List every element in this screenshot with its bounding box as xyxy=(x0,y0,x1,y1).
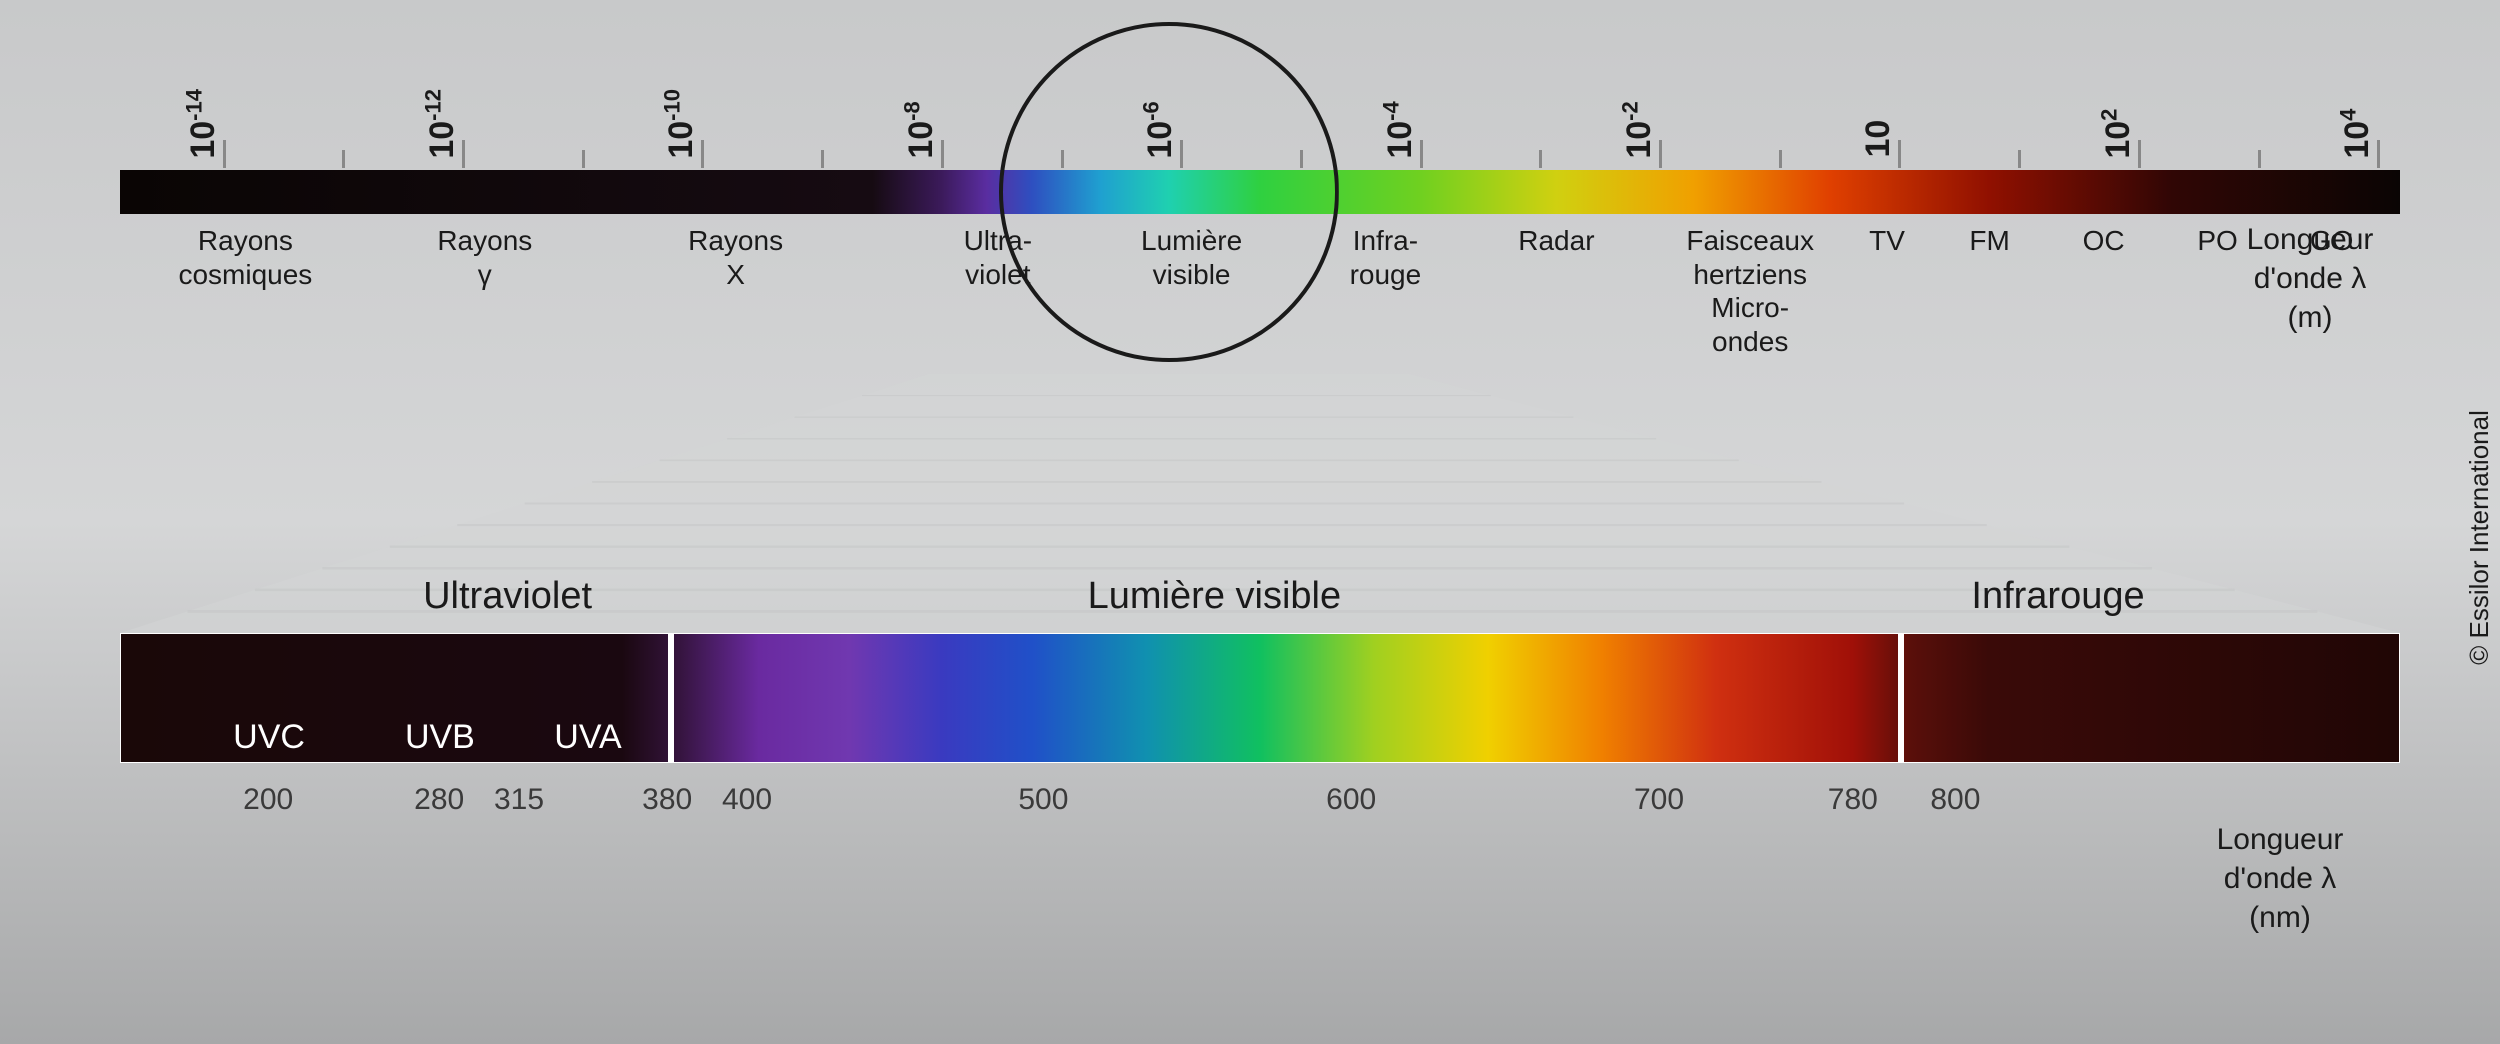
tick-major xyxy=(2138,140,2141,168)
nm-tick-label: 780 xyxy=(1828,783,1878,817)
section-label: Infrarouge xyxy=(1971,575,2144,618)
tick-major xyxy=(223,140,226,168)
section-label: Ultraviolet xyxy=(423,575,592,618)
tick-minor xyxy=(1779,150,1782,168)
tick-major xyxy=(2377,140,2380,168)
band-label: Radar xyxy=(1518,224,1594,258)
section-label: Lumière visible xyxy=(1088,575,1341,618)
visible-light-circle xyxy=(999,22,1339,362)
tick-major xyxy=(1898,140,1901,168)
nm-tick-label: 200 xyxy=(243,783,293,817)
diagram-frame: 10-1410-1210-1010-810-610-410-210102104 … xyxy=(30,20,2430,1024)
tick-major xyxy=(462,140,465,168)
nm-tick-label: 600 xyxy=(1326,783,1376,817)
nm-tick-label: 315 xyxy=(494,783,544,817)
nm-tick-label: 800 xyxy=(1930,783,1980,817)
band-label: Rayonsγ xyxy=(437,224,532,291)
section-labels-row: Ultraviolet Lumière visible Infrarouge xyxy=(120,575,2400,625)
tick-major xyxy=(941,140,944,168)
tick-major xyxy=(1659,140,1662,168)
nm-tick-label: 400 xyxy=(722,783,772,817)
axis-title-top-line1: Longueurd'onde λ(m) xyxy=(2247,223,2374,334)
band-label: Rayonscosmiques xyxy=(178,224,312,291)
tick-minor xyxy=(2018,150,2021,168)
spectrum-divider xyxy=(668,634,674,762)
tick-minor xyxy=(821,150,824,168)
uv-label: UVA xyxy=(554,718,621,757)
tick-minor xyxy=(1539,150,1542,168)
band-label: RayonsX xyxy=(688,224,783,291)
nm-tick-label: 500 xyxy=(1018,783,1068,817)
band-label: TV xyxy=(1869,224,1905,258)
axis-title-top: Longueurd'onde λ(m) xyxy=(2190,220,2430,337)
nm-tick-label: 280 xyxy=(414,783,464,817)
bottom-spectrum-bar: UVC UVB UVA xyxy=(120,633,2400,763)
band-label: Infra-rouge xyxy=(1350,224,1422,291)
tick-major xyxy=(1420,140,1423,168)
bottom-spectrum: Ultraviolet Lumière visible Infrarouge UVC… xyxy=(120,575,2400,843)
tick-minor xyxy=(342,150,345,168)
axis-title-bottom: Longueurd'onde λ(nm) xyxy=(2160,820,2400,937)
band-label: FM xyxy=(1969,224,2009,258)
band-label: OC xyxy=(2083,224,2125,258)
uv-label: UVC xyxy=(233,718,305,757)
nm-tick-label: 700 xyxy=(1634,783,1684,817)
tick-minor xyxy=(582,150,585,168)
tick-major xyxy=(701,140,704,168)
uv-label: UVB xyxy=(405,718,475,757)
nm-tick-label: 380 xyxy=(642,783,692,817)
spectrum-divider xyxy=(1898,634,1904,762)
copyright-text: © Essilor International xyxy=(2465,410,2496,665)
nm-ticks-row: 200 280 315 380 400 500 600 700 780 800 xyxy=(120,783,2400,843)
axis-title-bot-text: Longueurd'onde λ(nm) xyxy=(2217,823,2344,934)
tick-minor xyxy=(2258,150,2261,168)
band-label: FaisceauxhertziensMicro-ondes xyxy=(1686,224,1814,358)
